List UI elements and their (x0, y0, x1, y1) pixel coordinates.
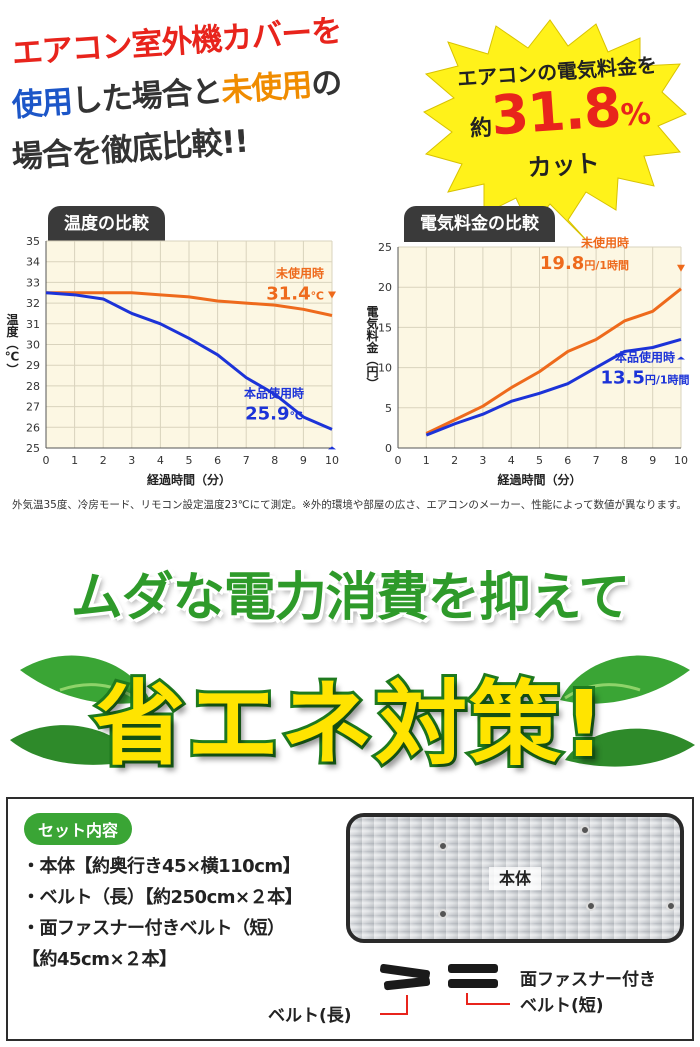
savings-badge: エアコンの電気料金を 約31.8% カット (418, 14, 688, 244)
headline-mid: した場合と (70, 73, 223, 120)
belt-long-label: ベルト(長) (268, 1006, 352, 1026)
set-contents-label: セット内容 (24, 813, 133, 845)
leaf-decoration (10, 655, 695, 767)
series-line-used (425, 338, 682, 437)
cost-chart: 0 5 10 15 20 25 0 1 2 3 4 5 6 7 8 9 10 経過時間（分） 電気料金（円） 未使用時… (365, 235, 690, 487)
x-tick-label: 10 (674, 454, 688, 467)
x-axis-label: 経過時間（分） (497, 472, 581, 487)
y-tick-label: 34 (26, 256, 40, 269)
grommet (666, 901, 676, 911)
set-item: ・面ファスナー付きベルト（短） (22, 918, 285, 939)
y-tick-label: 29 (26, 359, 40, 372)
headline-use: 使用 (10, 83, 74, 124)
x-axis-label: 経過時間（分） (147, 472, 231, 487)
series-line-unused (46, 291, 333, 317)
y-tick-label: 15 (378, 321, 392, 334)
badge-value: 31.8 (489, 75, 623, 148)
x-tick-label: 7 (243, 454, 250, 467)
headline-no: の (310, 65, 343, 104)
headline-unused: 未使用 (220, 67, 313, 110)
x-tick-label: 2 (100, 454, 107, 467)
y-tick-label: 5 (385, 402, 392, 415)
y-tick-label: 26 (26, 421, 40, 434)
x-tick-label: 10 (325, 454, 339, 467)
y-tick-label: 30 (26, 339, 40, 352)
annotation-value: 25.9℃ (245, 403, 303, 424)
x-tick-label: 8 (271, 454, 278, 467)
y-tick-label: 35 (26, 235, 40, 248)
x-tick-label: 0 (43, 454, 50, 467)
y-tick-label: 0 (385, 442, 392, 455)
annotation-label: 本品使用時 (244, 385, 304, 400)
series-marker (677, 264, 685, 272)
set-item: ・ベルト（長）【約250cm×２本】 (22, 887, 303, 908)
belt-short-image (448, 979, 498, 988)
belt-short-label-2: ベルト(短) (520, 996, 604, 1016)
grommet (438, 909, 448, 919)
series-line-unused (425, 287, 682, 435)
y-tick-label: 25 (378, 241, 392, 254)
x-tick-label: 7 (593, 454, 600, 467)
y-tick-label: 31 (26, 318, 40, 331)
annotation-value: 13.5円/1時間 (600, 367, 689, 388)
grommet (586, 901, 596, 911)
annotation-label: 未使用時 (580, 235, 629, 250)
chart-title-cost: 電気料金の比較 (404, 206, 555, 242)
series-line-used (45, 291, 333, 431)
annotation-label: 未使用時 (275, 266, 324, 281)
x-tick-label: 9 (300, 454, 307, 467)
x-tick-label: 5 (536, 454, 543, 467)
burst-shape (423, 19, 687, 243)
x-tick-label: 1 (423, 454, 430, 467)
x-tick-label: 8 (621, 454, 628, 467)
cover-product-image: 本体 (346, 813, 684, 943)
y-tick-label: 33 (26, 276, 40, 289)
x-tick-label: 2 (451, 454, 458, 467)
set-contents-box: セット内容 ・本体【約奥行き45×横110cm】 ・ベルト（長）【約250cm×… (6, 797, 694, 1041)
y-axis-label: 電気料金（円） (365, 305, 379, 389)
y-tick-label: 28 (26, 380, 40, 393)
series-marker (677, 356, 685, 360)
x-tick-label: 4 (157, 454, 164, 467)
badge-prefix: 約 (469, 115, 494, 143)
slogan-line-1: ムダな電力消費を抑えて (70, 568, 630, 628)
belt-short-label-1: 面ファスナー付き (520, 970, 656, 990)
product-label: 本体 (350, 865, 680, 890)
x-tick-label: 1 (71, 454, 78, 467)
measurement-note: 外気温35度、冷房モード、リモコン設定温度23℃にて測定。※外的環境や部屋の広さ… (12, 499, 687, 511)
series-marker (328, 446, 336, 450)
grommet (580, 825, 590, 835)
x-tick-label: 6 (214, 454, 221, 467)
belt-long-image (383, 976, 431, 991)
y-tick-label: 25 (26, 442, 40, 455)
belt-short-image (448, 964, 498, 973)
set-item: ・本体【約奥行き45×横110cm】 (22, 856, 301, 877)
x-tick-label: 9 (649, 454, 656, 467)
x-tick-label: 4 (508, 454, 515, 467)
x-tick-label: 3 (128, 454, 135, 467)
set-contents-list: ・本体【約奥行き45×横110cm】 ・ベルト（長）【約250cm×２本】 ・面… (22, 851, 352, 975)
y-tick-label: 32 (26, 297, 40, 310)
slogan-banner: 省エネ対策! (0, 630, 700, 781)
x-tick-label: 0 (395, 454, 402, 467)
badge-unit: % (619, 96, 653, 134)
y-tick-label: 10 (378, 362, 392, 375)
annotation-value: 19.8円/1時間 (540, 253, 629, 274)
set-item: 【約45cm×２本】 (22, 949, 177, 970)
y-axis-label: 温度（℃） (5, 313, 19, 375)
x-tick-label: 5 (186, 454, 193, 467)
x-tick-label: 6 (564, 454, 571, 467)
chart-title-temperature: 温度の比較 (48, 206, 165, 242)
annotation-value: 31.4℃ (266, 284, 324, 305)
y-tick-label: 20 (378, 281, 392, 294)
slogan-line-2: 省エネ対策! (90, 668, 608, 781)
x-tick-label: 3 (479, 454, 486, 467)
y-tick-label: 27 (26, 401, 40, 414)
series-marker (328, 291, 336, 299)
annotation-label: 本品使用時 (615, 349, 675, 364)
headline: エアコン室外機カバーを 使用した場合と未使用の 場合を徹底比較!! (10, 13, 432, 184)
grommet (438, 841, 448, 851)
